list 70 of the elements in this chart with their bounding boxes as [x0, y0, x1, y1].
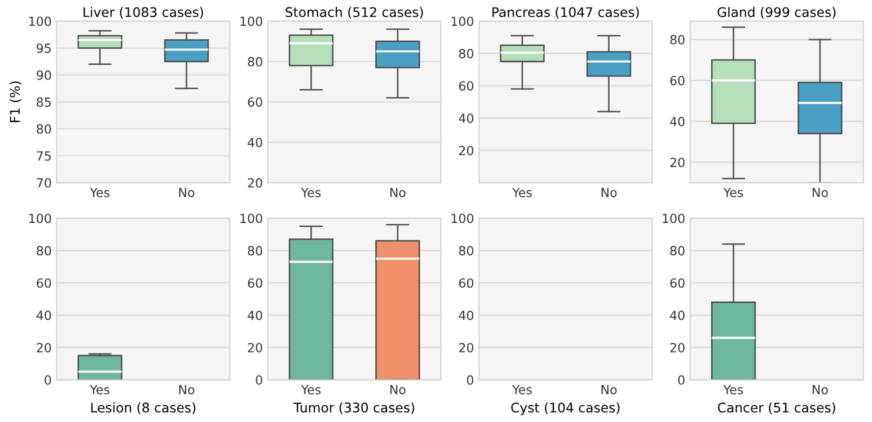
x-tick-label: No: [812, 188, 828, 198]
y-tick-label: 20: [36, 342, 51, 352]
y-tick-label: 100: [29, 214, 51, 224]
x-tick-label: No: [602, 188, 617, 198]
x-tick-label: No: [179, 188, 194, 198]
y-tick-label: 60: [670, 278, 684, 288]
y-tick-label: 40: [36, 310, 51, 320]
y-tick-label: 80: [459, 48, 474, 58]
chart-title: Gland (999 cases): [718, 6, 836, 19]
y-tick-label: 85: [36, 97, 51, 107]
y-tick-label: 20: [459, 342, 474, 352]
y-tick-label: 60: [459, 81, 474, 91]
x-axis-title: Lesion (8 cases): [91, 402, 196, 414]
y-tick-label: 100: [452, 16, 474, 26]
y-tick-label: 80: [248, 56, 262, 66]
x-tick-label: No: [602, 385, 617, 394]
x-tick-label: Yes: [723, 188, 743, 198]
y-tick-label: 20: [459, 146, 474, 156]
y-tick-label: 0: [678, 375, 684, 385]
y-tick-label: 100: [240, 214, 262, 224]
y-tick-label: 60: [248, 97, 262, 107]
y-tick-label: 0: [467, 375, 474, 385]
y-tick-label: 80: [248, 246, 262, 256]
y-tick-label: 0: [256, 375, 262, 385]
x-axis-title: Cyst (104 cases): [511, 402, 620, 416]
y-tick-label: 95: [36, 44, 51, 53]
x-tick-label: Yes: [301, 385, 321, 394]
y-tick-label: 100: [29, 16, 51, 26]
y-tick-label: 60: [36, 278, 51, 288]
y-tick-label: 100: [240, 16, 262, 26]
chart-title: Stomach (512 cases): [286, 6, 423, 19]
y-tick-label: 100: [662, 214, 684, 224]
y-tick-label: 80: [36, 246, 51, 256]
x-tick-label: No: [179, 385, 194, 394]
y-tick-label: 40: [458, 114, 474, 123]
y-tick-label: 20: [248, 342, 262, 352]
x-tick-label: No: [812, 385, 828, 394]
y-tick-label: 60: [248, 278, 262, 288]
y-tick-label: 75: [36, 151, 51, 161]
chart-title: Pancreas (1047 cases): [492, 6, 639, 19]
x-tick-label: Yes: [301, 188, 321, 198]
x-tick-label: No: [390, 188, 406, 198]
x-axis-title: Tumor (330 cases): [293, 402, 414, 414]
y-tick-label: 70: [36, 178, 51, 188]
y-tick-label: 80: [459, 246, 474, 256]
x-tick-label: No: [390, 385, 406, 394]
y-tick-label: 40: [248, 138, 262, 148]
y-tick-label: 100: [452, 214, 474, 224]
x-tick-label: Yes: [90, 188, 110, 198]
y-tick-label: 0: [44, 375, 51, 385]
y-tick-label: 90: [36, 70, 51, 80]
y-axis-title: F1 (%): [10, 82, 22, 122]
x-tick-label: Yes: [723, 385, 743, 394]
y-tick-label: 60: [459, 278, 474, 288]
y-tick-label: 20: [248, 178, 262, 188]
y-tick-label: 80: [36, 124, 51, 134]
y-tick-label: 40: [458, 310, 474, 320]
y-tick-label: 40: [248, 310, 262, 320]
x-tick-label: Yes: [90, 385, 110, 394]
x-tick-label: Yes: [512, 385, 532, 394]
y-tick-label: 20: [670, 158, 684, 168]
chart-title: Liver (1083 cases): [84, 6, 204, 19]
y-tick-label: 60: [670, 76, 684, 86]
y-tick-label: 40: [670, 310, 684, 320]
y-tick-label: 20: [670, 342, 684, 352]
y-tick-label: 40: [670, 116, 684, 126]
x-axis-title: Cancer (51 cases): [718, 402, 836, 414]
y-tick-label: 80: [670, 34, 684, 44]
y-tick-label: 80: [670, 246, 684, 256]
x-tick-label: Yes: [512, 188, 532, 198]
